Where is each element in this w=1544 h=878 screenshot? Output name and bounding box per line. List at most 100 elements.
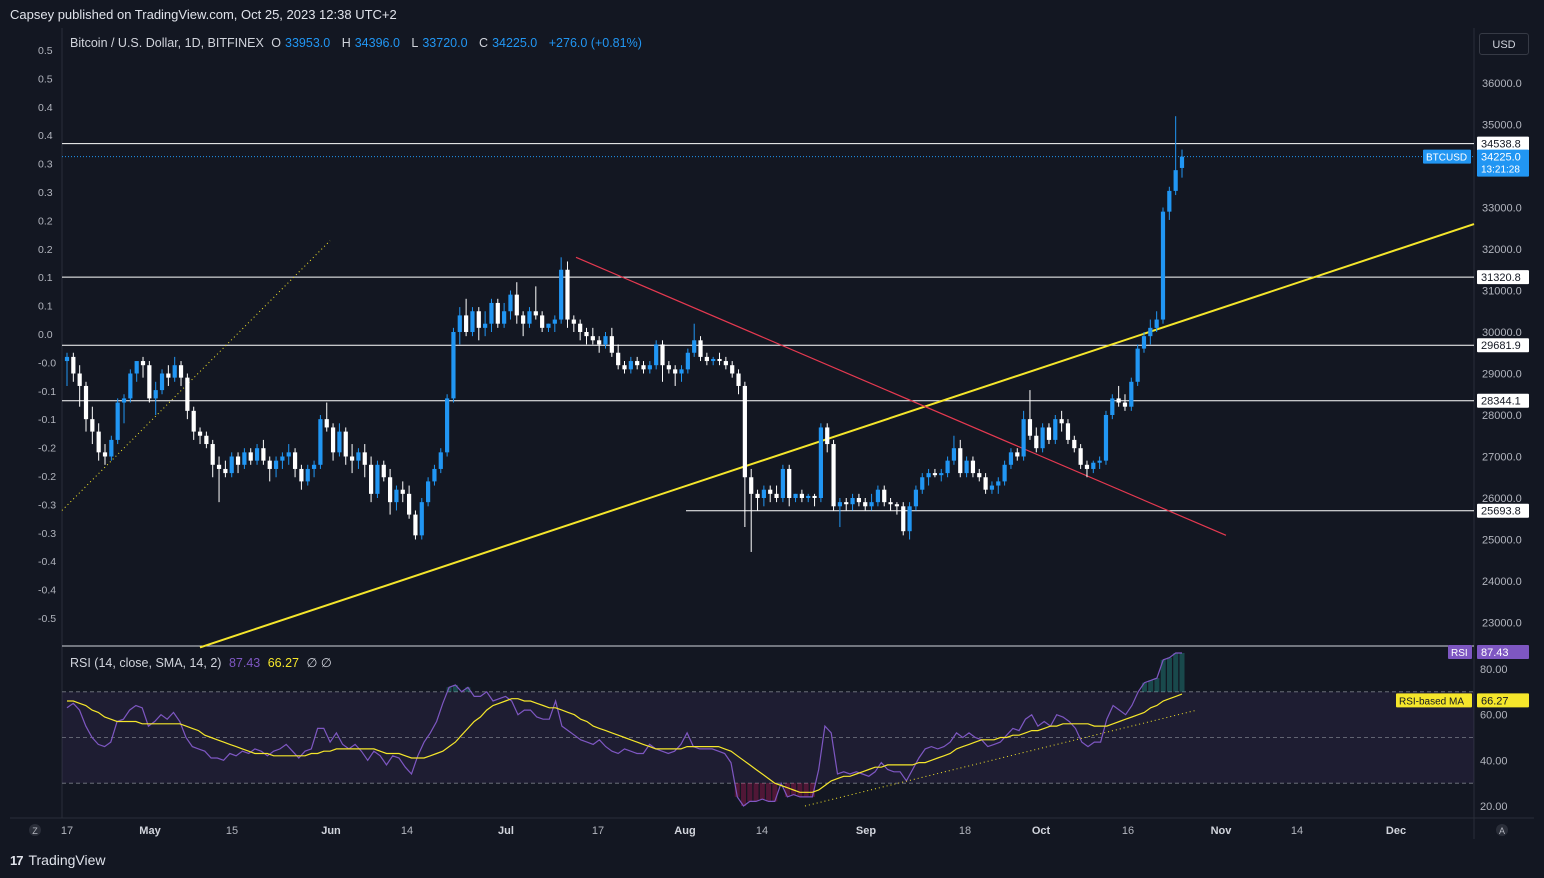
- candle-body: [419, 502, 424, 536]
- time-axis-tick: 17: [592, 825, 604, 837]
- candle-body: [546, 323, 551, 328]
- candle-body: [438, 452, 443, 469]
- red-trendline[interactable]: [575, 256, 1227, 536]
- candle-body: [121, 398, 127, 403]
- price-axis-tick: 27000.0: [1482, 452, 1522, 464]
- level-price-label: 34538.8: [1481, 139, 1521, 151]
- symbol-tag-label: BTCUSD: [1426, 153, 1467, 164]
- candle-body: [818, 427, 823, 498]
- candle-body: [597, 340, 602, 345]
- candle-body: [603, 336, 608, 345]
- rsi-dotted-trendline[interactable]: [804, 709, 1198, 807]
- candle-body: [1091, 462, 1096, 469]
- candle-body: [901, 506, 906, 532]
- candle-body: [1148, 327, 1153, 337]
- candle-body: [1059, 419, 1064, 424]
- left-axis-tick: 0.3: [38, 159, 53, 171]
- rsi-ma-value-tag: [1477, 693, 1529, 708]
- candle-body: [559, 269, 564, 320]
- rsi-tag-label: RSI: [1451, 648, 1468, 659]
- high-value: 34396.0: [354, 36, 400, 50]
- currency-button[interactable]: USD: [1479, 33, 1529, 55]
- candle-body: [590, 336, 595, 341]
- chart-canvas[interactable]: 0.5 0.5 0.4 0.4 0.3 0.3 0.2 0.2 0.1 0.1 0.0 -0.0 -0.…: [10, 28, 1534, 843]
- change-value: +276.0 (+0.81%): [548, 36, 642, 50]
- candle-body: [787, 468, 792, 498]
- auto-scale-right-icon[interactable]: [1496, 824, 1508, 836]
- candle-body: [445, 398, 450, 453]
- rsi-ma-value: 66.27: [267, 656, 299, 670]
- candle-body: [400, 489, 405, 494]
- candle-body: [1167, 190, 1172, 212]
- candle-body: [571, 319, 576, 324]
- level-price-label: 31320.8: [1481, 272, 1521, 284]
- auto-scale-right-label: A: [1499, 826, 1505, 836]
- candle-body: [508, 294, 513, 312]
- candle-body: [407, 493, 412, 515]
- candle-body: [939, 473, 944, 476]
- candle-body: [483, 323, 488, 328]
- candle-body: [216, 464, 222, 469]
- candle-body: [254, 448, 260, 461]
- candle-body: [806, 495, 811, 498]
- candle-body: [907, 506, 912, 532]
- auto-scale-left-icon[interactable]: [29, 824, 41, 836]
- rsi-oversold-fill: [734, 783, 815, 806]
- yellow-dotted-trendline[interactable]: [61, 240, 331, 511]
- brand-name: TradingView: [28, 852, 106, 868]
- candle-body: [964, 460, 969, 474]
- candle-body: [951, 448, 957, 461]
- candle-body: [324, 419, 329, 428]
- candle-body: [299, 468, 304, 482]
- left-axis-tick: 0.1: [38, 272, 53, 284]
- candle-body: [698, 340, 703, 357]
- candle-body: [153, 390, 158, 399]
- time-axis-tick: Sep: [856, 825, 876, 837]
- rsi-legend: RSI (14, close, SMA, 14, 2) 87.43 66.27 …: [70, 655, 336, 670]
- candle-body: [584, 332, 589, 337]
- candle-body: [996, 481, 1001, 486]
- level-price-tag: [1477, 393, 1529, 408]
- candle-body: [540, 315, 545, 328]
- left-axis-tick: 0.5: [38, 45, 53, 57]
- candle-body: [248, 452, 253, 461]
- left-axis-tick: 0.2: [38, 244, 53, 256]
- yellow-trendline[interactable]: [199, 223, 1475, 649]
- left-axis-tick: -0.4: [38, 556, 56, 568]
- left-axis-tick: 0.4: [38, 102, 53, 114]
- candle-body: [1110, 398, 1115, 415]
- level-price-label: 28344.1: [1481, 396, 1521, 408]
- left-axis-tick: -0.0: [38, 357, 56, 369]
- candle-body: [387, 477, 393, 503]
- price-axis-tick: 35000.0: [1482, 120, 1522, 132]
- candle-body: [210, 444, 215, 465]
- candle-body: [197, 431, 203, 436]
- rsi-axis-tick: 20.00: [1480, 801, 1508, 813]
- candle-body: [489, 302, 494, 324]
- candle-body: [368, 464, 374, 494]
- rsi-line[interactable]: [66, 652, 1182, 807]
- price-axis-tick: 30000.0: [1482, 327, 1522, 339]
- time-axis-tick: May: [139, 825, 161, 837]
- candle-body: [413, 514, 418, 536]
- chart-frame[interactable]: 0.5 0.5 0.4 0.4 0.3 0.3 0.2 0.2 0.1 0.1 0.0 -0.0 -0.…: [10, 28, 1534, 843]
- level-price-tag: [1477, 270, 1529, 285]
- left-axis-tick: -0.4: [38, 585, 56, 597]
- candle-body: [337, 431, 342, 453]
- price-axis-tick: 26000.0: [1482, 493, 1522, 505]
- candle-body: [495, 302, 500, 324]
- close-label: C: [479, 36, 489, 50]
- candle-body: [1072, 439, 1077, 449]
- candle-body: [349, 456, 355, 461]
- candle-body: [654, 344, 659, 366]
- candle-body: [647, 365, 652, 370]
- left-axis-tick: -0.2: [38, 471, 56, 483]
- symbol-title: Bitcoin / U.S. Dollar, 1D, BITFINEX: [70, 36, 264, 50]
- candle-body: [856, 498, 862, 503]
- candle-body: [932, 473, 938, 476]
- rsi-ma-line[interactable]: [67, 693, 1183, 793]
- rsi-title: RSI (14, close, SMA, 14, 2): [70, 656, 222, 670]
- left-axis-tick: -0.2: [38, 443, 56, 455]
- candle-body: [147, 365, 152, 399]
- price-axis-tick: 28000.0: [1482, 410, 1522, 422]
